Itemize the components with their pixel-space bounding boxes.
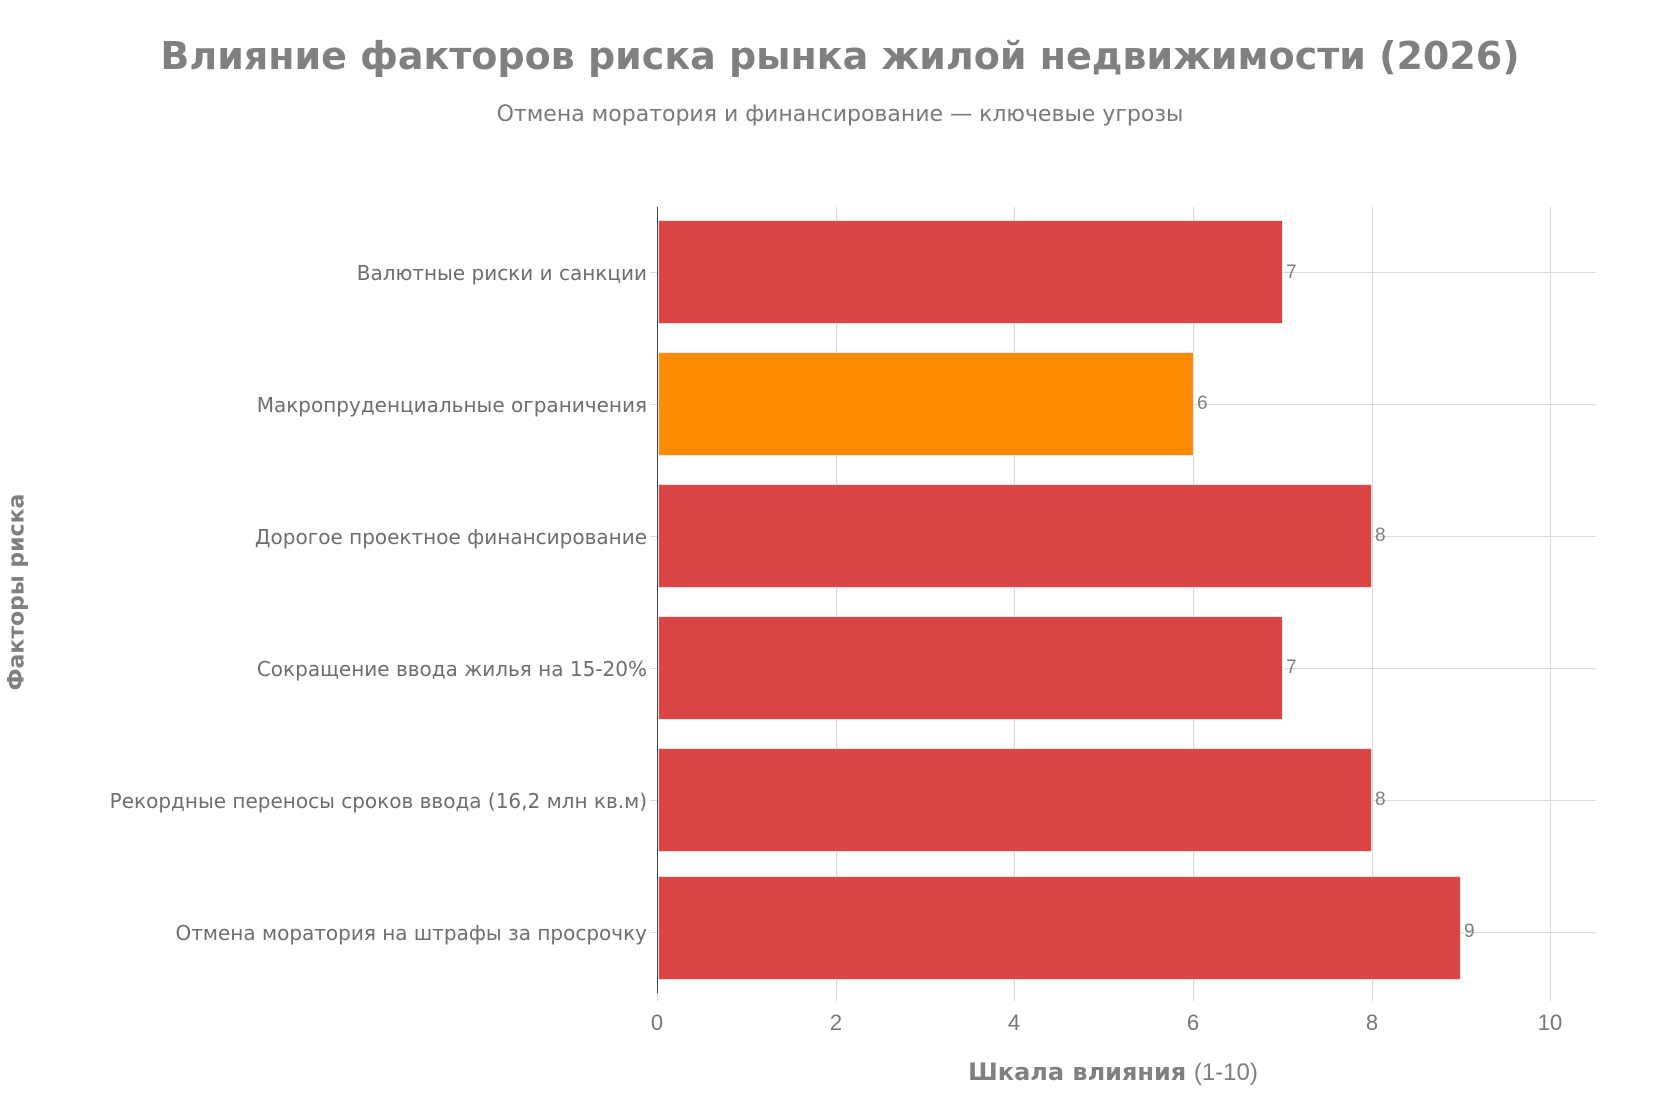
x-tick-label: 0 (650, 1010, 664, 1035)
category-label: Сокращение ввода жилья на 15-20% (256, 657, 647, 681)
x-tick-label: 6 (1186, 1010, 1200, 1035)
value-label: 7 (1286, 262, 1297, 283)
value-label: 7 (1286, 657, 1297, 678)
x-tick-label: 4 (1007, 1010, 1021, 1035)
gridline-x-8 (1372, 207, 1373, 993)
category-label: Макропруденциальные ограничения (256, 393, 647, 417)
x-axis-title: Шкала влияния (1-10) (0, 1058, 1680, 1087)
value-label: 6 (1197, 393, 1208, 414)
x-axis-title-unit: (1-10) (1193, 1059, 1258, 1086)
category-label: Рекордные переносы сроков ввода (16,2 мл… (109, 789, 647, 813)
bar-moratorium-cancel[interactable] (658, 876, 1461, 980)
tick-x-2 (836, 993, 837, 1001)
chart-subtitle: Отмена моратория и финансирование — ключ… (496, 102, 1184, 127)
gridline-x-6 (1193, 207, 1194, 993)
bar-project-financing[interactable] (658, 484, 1372, 588)
bar-macroprudential[interactable] (658, 352, 1194, 456)
category-label: Валютные риски и санкции (356, 261, 647, 285)
tick-y-3 (650, 668, 657, 669)
tick-x-8 (1372, 993, 1373, 1001)
tick-x-0 (657, 993, 658, 1001)
tick-y-0 (650, 272, 657, 273)
x-tick-label: 8 (1365, 1010, 1379, 1035)
x-axis-title-main: Шкала влияния (968, 1058, 1187, 1086)
value-label: 9 (1464, 921, 1475, 942)
tick-x-4 (1014, 993, 1015, 1001)
tick-x-6 (1193, 993, 1194, 1001)
y-axis-line (657, 207, 658, 993)
bar-record-delays[interactable] (658, 748, 1372, 852)
value-label: 8 (1375, 525, 1386, 546)
bar-currency-risks[interactable] (658, 220, 1283, 324)
tick-x-10 (1550, 993, 1551, 1001)
bar-housing-reduction[interactable] (658, 616, 1283, 720)
y-axis-title: Факторы риска (4, 493, 30, 691)
gridline-x-2 (836, 207, 837, 993)
tick-y-5 (650, 932, 657, 933)
x-tick-label: 10 (1537, 1010, 1563, 1035)
value-label: 8 (1375, 789, 1386, 810)
gridline-x-10 (1550, 207, 1551, 993)
tick-y-1 (650, 404, 657, 405)
category-label: Отмена моратория на штрафы за просрочку (175, 921, 647, 945)
gridline-x-4 (1014, 207, 1015, 993)
tick-y-4 (650, 800, 657, 801)
x-tick-label: 2 (829, 1010, 843, 1035)
chart-title: Влияние факторов риска рынка жилой недви… (160, 34, 1520, 78)
tick-y-2 (650, 536, 657, 537)
category-label: Дорогое проектное финансирование (254, 525, 647, 549)
